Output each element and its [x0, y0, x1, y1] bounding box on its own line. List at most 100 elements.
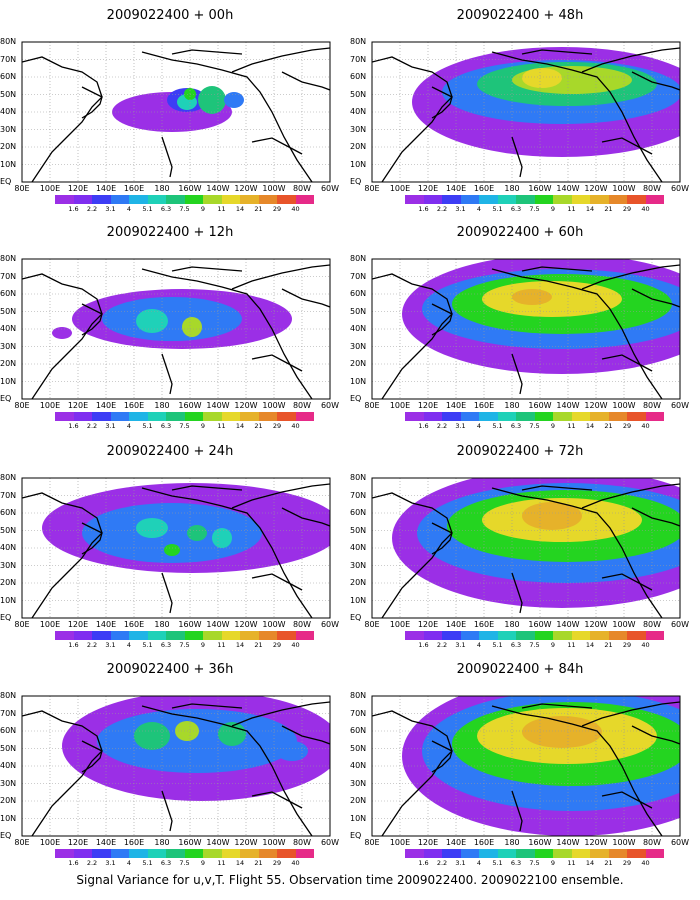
- colorbar-swatch: [497, 849, 516, 858]
- coastline: [601, 137, 653, 155]
- colorbar-swatch: [240, 195, 259, 204]
- colorbar-tick-label: 5.1: [492, 859, 503, 867]
- colorbar-tick-label: 3.1: [105, 641, 116, 649]
- colorbar-swatch: [221, 849, 240, 858]
- colorbar-tick-label: 7.5: [529, 422, 540, 430]
- coastline: [372, 710, 453, 836]
- colorbar-swatch: [277, 412, 296, 421]
- colorbar-swatch: [166, 631, 185, 640]
- colorbar-tick-label: 21: [604, 422, 613, 430]
- colorbar-swatch: [442, 849, 461, 858]
- longitude-label: 120E: [67, 401, 89, 410]
- colorbar-swatch: [110, 412, 129, 421]
- panel-title: 2009022400 + 12h: [106, 225, 234, 240]
- variance-contour: [134, 722, 170, 750]
- colorbar-swatch: [423, 849, 442, 858]
- map-frame: [21, 695, 331, 837]
- colorbar-tick-label: 7.5: [179, 205, 190, 213]
- latitude-label: 50N: [350, 306, 367, 316]
- colorbar-tick-label: 1.6: [418, 641, 429, 649]
- colorbar-swatch: [571, 195, 590, 204]
- colorbar-tick-label: 4: [476, 205, 482, 213]
- longitude-label: 180: [504, 620, 520, 629]
- coastline: [22, 273, 103, 399]
- longitude-label: 120E: [417, 620, 439, 629]
- colorbar-swatch: [460, 195, 479, 204]
- colorbar-tick-label: 6.3: [510, 859, 522, 867]
- map-plot: [371, 477, 681, 619]
- colorbar-tick-label: 4: [476, 641, 482, 649]
- longitude-label: 160W: [528, 184, 552, 193]
- longitude-label: 120W: [234, 620, 258, 629]
- latitude-label: 30N: [0, 124, 17, 134]
- colorbar-tick-label: 21: [604, 641, 613, 649]
- latitude-label: 10N: [0, 595, 17, 605]
- colorbar-tick-label: 29: [272, 859, 282, 867]
- colorbar-tick-label: 2.2: [436, 859, 448, 867]
- colorbar: [405, 849, 664, 858]
- panel-title: 2009022400 + 72h: [456, 444, 584, 459]
- longitude-label: 140W: [206, 184, 230, 193]
- longitude-label: 140E: [445, 620, 467, 629]
- colorbar-swatch: [460, 412, 479, 421]
- panel-title: 2009022400 + 00h: [106, 8, 234, 23]
- colorbar-swatch: [553, 195, 572, 204]
- colorbar-tick-label: 2.2: [86, 205, 98, 213]
- variance-field: [52, 289, 292, 349]
- coastline: [521, 703, 593, 709]
- colorbar-tick-label: 1.6: [418, 859, 429, 867]
- colorbar-swatch: [571, 412, 590, 421]
- colorbar-tick-label: 3.1: [455, 422, 466, 430]
- colorbar: [405, 195, 664, 204]
- colorbar-swatch: [645, 195, 664, 204]
- latitude-label: 20N: [350, 359, 367, 368]
- colorbar-swatch: [423, 631, 442, 640]
- latitude-label: 70N: [0, 54, 17, 64]
- longitude-label: 180: [154, 620, 170, 629]
- coastline: [231, 47, 330, 73]
- variance-contour: [52, 327, 72, 339]
- latitude-label: 80N: [350, 473, 367, 482]
- map-frame: [371, 258, 681, 400]
- map-plot: [371, 258, 681, 400]
- longitude-label: 140W: [556, 184, 580, 193]
- colorbar-tick-label: 2.2: [86, 641, 98, 649]
- latitude-label: 70N: [0, 490, 17, 500]
- longitude-label: 160E: [123, 620, 145, 629]
- latitude-label: EQ: [350, 394, 362, 403]
- colorbar-tick-label: 5.1: [142, 859, 153, 867]
- map-frame: [21, 258, 331, 400]
- colorbar-swatch: [295, 412, 314, 421]
- longitude-label: 100W: [612, 184, 636, 193]
- latitude-label: 80N: [350, 254, 367, 263]
- colorbar-swatch: [534, 195, 553, 204]
- colorbar-swatch: [460, 849, 479, 858]
- longitude-label: 120W: [584, 838, 608, 847]
- colorbar-tick-label: 1.6: [68, 641, 79, 649]
- colorbar-tick-label: 7.5: [529, 859, 540, 867]
- longitude-label: 160W: [528, 620, 552, 629]
- variance-contour: [136, 309, 168, 333]
- colorbar-swatch: [590, 412, 609, 421]
- colorbar-tick-label: 14: [585, 205, 595, 213]
- colorbar-swatch: [277, 631, 296, 640]
- longitude-label: 80E: [364, 620, 380, 629]
- colorbar-tick-label: 29: [622, 641, 632, 649]
- latitude-label: 40N: [350, 324, 367, 333]
- longitude-label: 140W: [556, 620, 580, 629]
- longitude-label: 60W: [320, 620, 340, 629]
- map-frame: [21, 41, 331, 183]
- map-plot: [21, 477, 331, 619]
- coastline: [601, 791, 653, 809]
- colorbar-tick-label: 29: [622, 205, 632, 213]
- colorbar-swatch: [608, 631, 627, 640]
- colorbar-swatch: [295, 631, 314, 640]
- coastline: [81, 740, 103, 773]
- latitude-label: 20N: [350, 796, 367, 805]
- longitude-label: 80E: [364, 184, 380, 193]
- colorbar-swatch: [221, 412, 240, 421]
- colorbar-tick-label: 5.1: [142, 205, 153, 213]
- colorbar-tick-label: 40: [291, 422, 300, 430]
- coastline: [161, 790, 173, 832]
- variance-contour: [198, 86, 226, 114]
